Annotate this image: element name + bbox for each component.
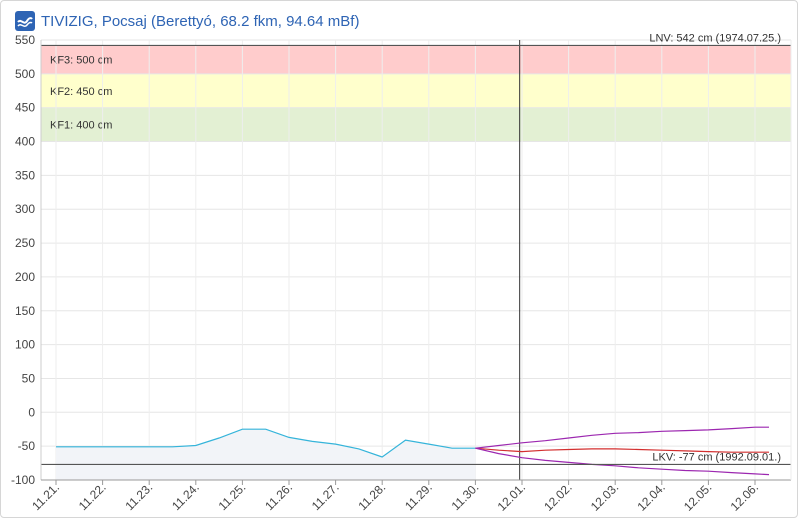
reference-lines: LNV: 542 cm (1974.07.25.) LKV: -77 cm (19… [41,32,791,466]
alert-band-1 [41,45,791,74]
y-tick-label: 350 [15,168,35,182]
forecast-main-line [475,447,769,453]
lkv-label: LKV: -77 cm (1992.09.01.) [652,451,781,463]
alert-bands: KF3: 500 cm KF2: 450 cm KF1: 400 cm [41,45,791,142]
x-tick-label: 12.04. [634,480,667,513]
y-tick-label: 500 [15,67,35,81]
alert-band-3 [41,107,791,142]
series-lines [56,426,770,480]
measured-area [56,429,476,480]
y-tick-label: -50 [18,439,36,453]
y-tick-label: 550 [15,33,35,47]
alert-band-label: KF1: 400 cm [50,120,112,132]
y-tick-label: 400 [15,135,35,149]
x-tick-label: 12.02. [541,480,574,513]
y-tick-label: 450 [15,101,35,115]
y-tick-label: 100 [15,338,35,352]
alert-band-label: KF3: 500 cm [50,55,112,67]
x-tick-label: 11.22. [76,480,109,513]
y-tick-label: 150 [15,304,35,318]
gridlines [41,39,791,481]
x-tick-label: 11.29. [402,480,435,513]
x-tick-label: 11.30. [449,480,482,513]
measured-line [56,428,476,458]
x-tick-label: 11.24. [169,480,202,513]
y-tick-label: 250 [15,236,35,250]
y-tick-label: 0 [28,405,35,419]
x-tick-label: 12.01. [495,480,528,513]
forecast-upper-line [475,426,769,449]
x-tick-label: 12.03. [588,480,621,513]
y-tick-label: 300 [15,202,35,216]
x-tick-label: 11.23. [122,480,155,513]
forecast-lower-line [475,447,770,476]
agency-logo-icon [15,11,35,31]
x-tick-label: 11.25. [216,480,249,513]
alert-band-label: KF2: 450 cm [50,86,112,98]
x-tick-label: 12.06. [728,480,761,513]
lnv-label: LNV: 542 cm (1974.07.25.) [649,32,781,44]
y-tick-label: 200 [15,270,35,284]
x-tick-label: 11.27. [309,480,342,513]
y-tick-label: -100 [11,473,35,487]
x-tick-label: 11.26. [262,480,295,513]
x-tick-label: 12.05. [681,480,714,513]
chart-header: TIVIZIG, Pocsaj (Berettyó, 68.2 fkm, 94.… [15,10,359,32]
x-tick-label: 11.28. [355,480,388,513]
y-tick-label: 50 [22,371,36,385]
chart-title: TIVIZIG, Pocsaj (Berettyó, 68.2 fkm, 94.… [41,12,360,30]
alert-band-2 [41,73,791,108]
